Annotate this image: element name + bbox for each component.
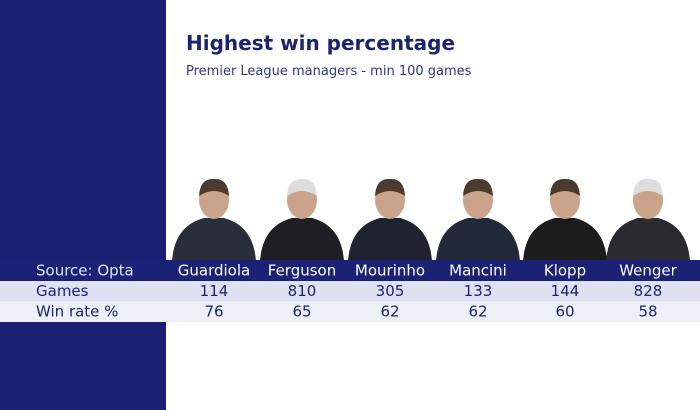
subtitle: Premier League managers - min 100 games — [186, 64, 472, 79]
table-cell: 65 — [292, 303, 311, 321]
row-label: Win rate % — [36, 303, 118, 321]
manager-hair — [463, 178, 493, 196]
table-cell: 60 — [555, 303, 574, 321]
table-cell: 133 — [464, 282, 493, 300]
manager-body — [606, 218, 690, 262]
manager-hair — [550, 178, 580, 196]
table-row — [0, 301, 700, 322]
manager-hair — [375, 178, 405, 196]
manager-name: Klopp — [544, 262, 586, 280]
manager-name: Wenger — [619, 262, 677, 280]
table-cell: 144 — [551, 282, 580, 300]
manager-body — [348, 218, 432, 262]
table-cell: 305 — [376, 282, 405, 300]
table-cell: 76 — [204, 303, 223, 321]
table-cell: 828 — [634, 282, 663, 300]
manager-name: Guardiola — [178, 262, 250, 280]
manager-name: Mourinho — [355, 262, 425, 280]
table-cell: 58 — [638, 303, 657, 321]
row-label: Games — [36, 282, 89, 300]
manager-name: Ferguson — [268, 262, 336, 280]
header-row — [0, 260, 700, 281]
manager-hair — [199, 178, 229, 196]
table-cell: 114 — [200, 282, 229, 300]
manager-body — [436, 218, 520, 262]
table: Source: Opta Guardiola Ferguson Mourinho Man… — [0, 260, 700, 322]
side-panel — [0, 0, 166, 410]
manager-body — [523, 218, 607, 262]
manager-body — [172, 218, 256, 262]
manager-body — [260, 218, 344, 262]
manager-hair — [633, 178, 663, 196]
table-row — [0, 281, 700, 302]
manager-hair — [287, 178, 317, 196]
table-cell: 62 — [468, 303, 487, 321]
table-cell: 62 — [380, 303, 399, 321]
table-cell: 810 — [288, 282, 317, 300]
manager-name: Mancini — [449, 262, 507, 280]
photos — [172, 178, 690, 262]
title: Highest win percentage — [186, 31, 455, 55]
source-label: Source: Opta — [36, 262, 134, 280]
